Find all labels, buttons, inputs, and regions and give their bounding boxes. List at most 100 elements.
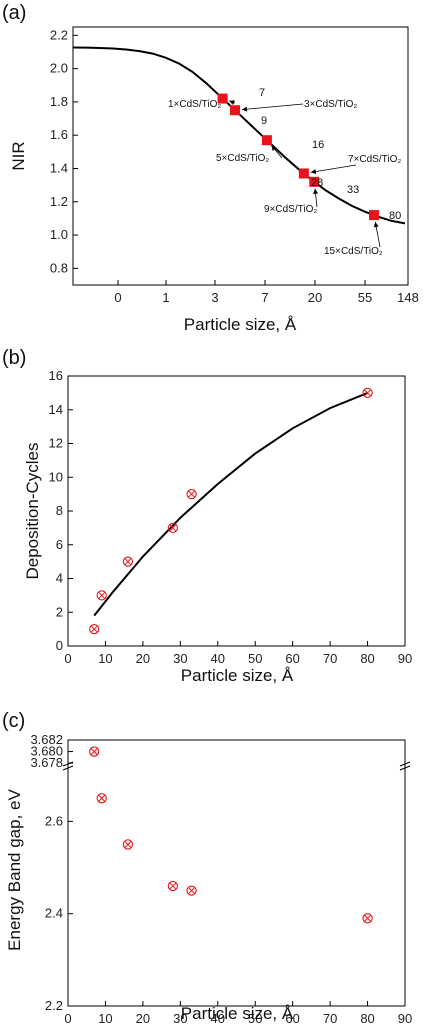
panel-c-x-tick-label: 30 <box>173 1011 187 1024</box>
point-label-sample-1: 1×CdS/TiO₂ <box>168 99 221 110</box>
panel-b-data-point <box>362 387 373 399</box>
panel-a-x-tick-label: 7 <box>261 290 268 305</box>
panel-a-x-title: Particle size, Å <box>184 315 297 334</box>
panel-b-x-tick-label: 60 <box>285 651 299 666</box>
panel-b-frame <box>67 375 406 647</box>
panel-c-x-tick-label: 90 <box>398 1011 412 1024</box>
panel-a-y-tick-label: 1.2 <box>50 194 68 209</box>
panel-b-y-axis: 0 2 4 6 8 10 12 14 16 <box>49 368 73 653</box>
axis-break-right-1 <box>399 761 411 767</box>
panel-b-x-tick-label: 50 <box>248 651 262 666</box>
panel-b-data-point <box>89 623 100 635</box>
point-label-size-9: 9 <box>261 115 267 127</box>
point-label-sample-5: 5×CdS/TiO₂ <box>216 153 269 164</box>
panel-c-data-point <box>89 746 100 757</box>
panel-c-y-tick-label: 3.678 <box>30 755 63 770</box>
panel-c-y-tick-label: 2.6 <box>45 813 63 828</box>
point-label-sample-9: 9×CdS/TiO₂ <box>264 204 317 215</box>
panel-c-x-title: Particle size, Å <box>181 1004 294 1023</box>
panel-b-y-tick-label: 8 <box>56 503 63 518</box>
panel-b-data-point <box>96 590 107 601</box>
axis-break-left-1 <box>62 761 74 767</box>
panel-a-y-tick-label: 1.4 <box>50 160 68 175</box>
panel-c-y-tick-label: 2.2 <box>45 998 63 1013</box>
panel-a-x-axis: 0 1 3 7 20 55 148 <box>114 280 419 305</box>
panel-b-y-tick-label: 4 <box>56 571 63 586</box>
panel-c-y-tick-label: 2.4 <box>45 906 63 921</box>
annotation-arrow <box>241 103 304 110</box>
annotation-arrow-head <box>313 188 319 195</box>
axis-break-right-2 <box>399 765 411 771</box>
annotation-arrow-head <box>241 106 248 112</box>
panel-a-data-points <box>217 93 380 221</box>
panel-a-data-point <box>217 93 228 104</box>
panel-c-x-tick-label: 10 <box>98 1011 112 1024</box>
panel-c-x-tick-label: 60 <box>285 1011 299 1024</box>
panel-c-x-axis: 0 10 20 30 40 50 60 70 80 90 <box>64 1001 412 1024</box>
panel-b-y-tick-label: 10 <box>49 469 63 484</box>
annotation-arrow-head <box>229 100 235 105</box>
panel-c-y-tick-label: 3.682 <box>30 732 63 747</box>
panel-a-frame <box>72 26 409 286</box>
point-label-size-33: 33 <box>347 184 359 196</box>
point-label-size-28: 28 <box>311 177 323 189</box>
panel-b-y-tick-label: 0 <box>56 638 63 653</box>
annotation-arrow <box>310 164 357 173</box>
panel-c-data-point <box>122 839 134 850</box>
panel-a-y-tick-label: 0.8 <box>50 260 68 275</box>
panel-a-y-tick-label: 1.8 <box>50 94 68 109</box>
panel-a-label: (a) <box>2 2 26 24</box>
panel-b: (b) 0 2 4 6 8 10 12 14 16 0 10 20 30 40 50 60 70 80 90 Pa… <box>2 347 412 685</box>
panel-b-x-tick-label: 10 <box>98 651 112 666</box>
panel-a-y-tick-label: 2.2 <box>50 27 68 42</box>
point-label-size-16: 16 <box>312 139 324 151</box>
panel-a-x-tick-label: 1 <box>162 290 169 305</box>
panel-a-x-tick-label: 20 <box>308 290 322 305</box>
panel-a-annotations: 1×CdS/TiO₂ 3×CdS/TiO₂ 5×CdS/TiO₂ 7×CdS/T… <box>168 87 401 257</box>
panel-b-x-tick-label: 30 <box>173 651 187 666</box>
panel-a-x-tick-label: 0 <box>114 290 121 305</box>
panel-b-data-points <box>89 387 373 635</box>
panel-c-x-tick-label: 50 <box>248 1011 262 1024</box>
panel-b-x-title: Particle size, Å <box>181 666 294 685</box>
panel-c-x-tick-label: 0 <box>64 1011 71 1024</box>
panel-a-fit-curve <box>72 46 406 225</box>
panel-c-x-tick-label: 40 <box>211 1011 225 1024</box>
panel-a-x-tick-label: 55 <box>358 290 372 305</box>
panel-c-data-points <box>89 746 373 924</box>
axis-break-marks <box>62 761 411 771</box>
panel-c-data-point <box>96 793 107 804</box>
panel-c-frame <box>67 739 406 1007</box>
point-label-sample-3: 3×CdS/TiO₂ <box>304 99 357 110</box>
panel-b-x-tick-label: 40 <box>211 651 225 666</box>
panel-a-y-axis: 0.8 1.0 1.2 1.4 1.6 1.8 2.0 2.2 <box>50 27 78 275</box>
panel-c-x-tick-label: 80 <box>360 1011 374 1024</box>
panel-b-x-tick-label: 20 <box>136 651 150 666</box>
panel-a-data-point <box>298 168 309 179</box>
panel-c-x-tick-label: 20 <box>136 1011 150 1024</box>
panel-a-data-point <box>261 135 272 146</box>
panel-a-x-tick-label: 3 <box>211 290 218 305</box>
panel-c-y-tick-label: 3.680 <box>30 744 63 759</box>
panel-a-data-point <box>369 210 380 221</box>
panel-b-x-axis: 0 10 20 30 40 50 60 70 80 90 <box>64 641 412 666</box>
panel-c-label: (c) <box>2 710 25 732</box>
panel-b-data-point <box>167 522 178 534</box>
panel-b-y-tick-label: 14 <box>49 402 63 417</box>
panel-b-fit-curve <box>93 391 368 617</box>
panel-b-y-tick-label: 12 <box>49 436 63 451</box>
panel-c-x-tick-label: 70 <box>323 1011 337 1024</box>
axis-break-left-2 <box>62 765 74 771</box>
panel-a: (a) 0.8 1.0 1.2 1.4 1.6 1.8 2.0 2.2 0 1 3 7 20 55 148… <box>2 2 419 334</box>
panel-c-y-title: Energy Band gap, eV <box>5 789 24 951</box>
panel-a-data-point <box>230 105 241 116</box>
point-label-size-80: 80 <box>389 210 401 222</box>
panel-a-y-tick-label: 1.6 <box>50 127 68 142</box>
panel-c-data-point <box>186 885 197 896</box>
panel-b-y-tick-label: 16 <box>49 368 63 383</box>
panel-b-y-tick-label: 2 <box>56 604 63 619</box>
panel-b-y-tick-label: 6 <box>56 537 63 552</box>
